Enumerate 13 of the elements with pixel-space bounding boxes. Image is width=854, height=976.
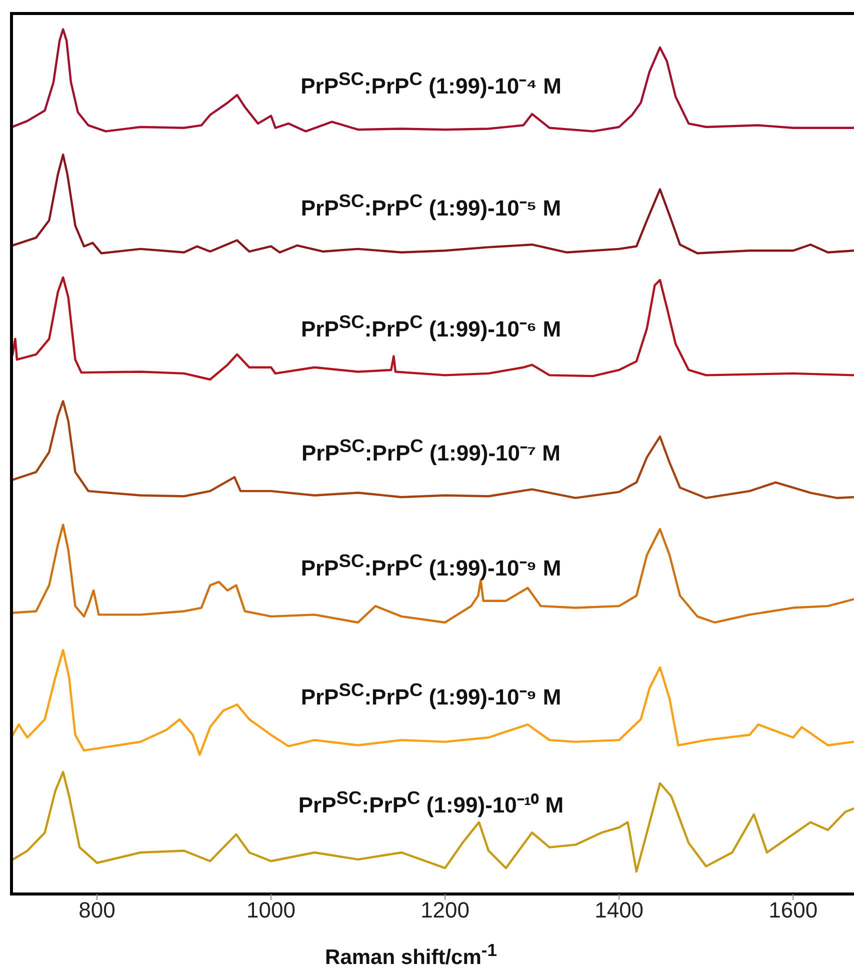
x-tick-label: 1400 bbox=[594, 898, 644, 923]
series-label: PrP$^{SC}$:PrP$^{C}$ (1:99)-10⁻⁷ M bbox=[300, 435, 562, 466]
series-label: PrP$^{SC}$:PrP$^{C}$ (1:99)-10⁻¹⁰ M bbox=[297, 786, 565, 818]
series-label: PrP$^{SC}$:PrP$^{C}$ (1:99)-10⁻⁵ M bbox=[300, 190, 562, 222]
x-tick-label: 1000 bbox=[246, 898, 296, 923]
x-axis-title: Raman shift/cm$^{-1}$ bbox=[324, 940, 498, 970]
x-tick-label: 1600 bbox=[768, 898, 818, 923]
x-tick-label: 800 bbox=[78, 898, 116, 923]
series-label: PrP$^{SC}$:PrP$^{C}$ (1:99)-10⁻⁹ M bbox=[300, 678, 562, 710]
series-label: PrP$^{SC}$:PrP$^{C}$ (1:99)-10⁻⁴ M bbox=[300, 68, 562, 99]
series-label: PrP$^{SC}$:PrP$^{C}$ (1:99)-10⁻⁹ M bbox=[300, 550, 562, 582]
x-tick-label: 1200 bbox=[420, 898, 470, 923]
series-label: PrP$^{SC}$:PrP$^{C}$ (1:99)-10⁻⁶ M bbox=[300, 311, 562, 343]
